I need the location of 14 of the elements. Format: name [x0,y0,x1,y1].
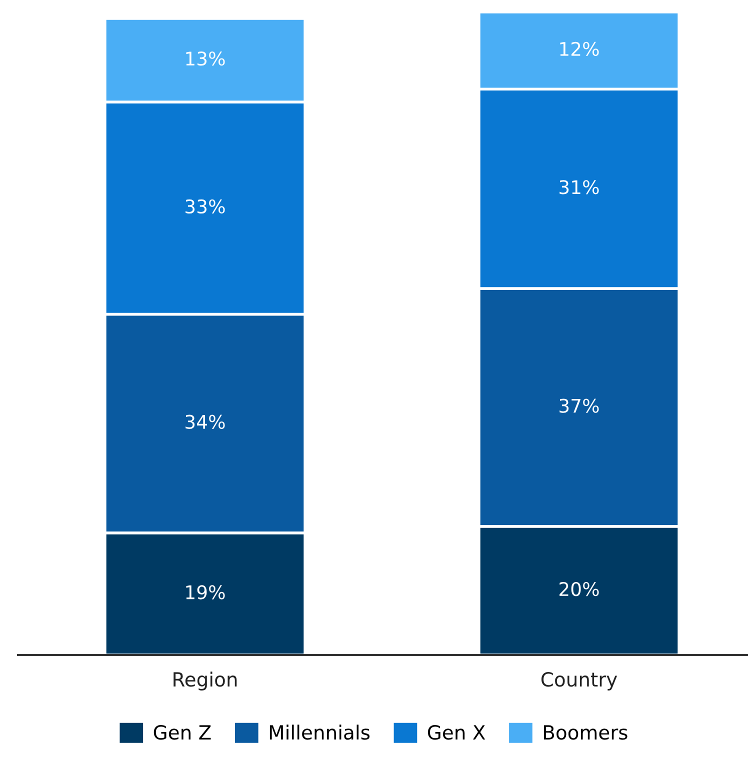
data-label: 19% [186,585,225,600]
x-tick-label: Region [174,672,237,690]
data-label: 37% [560,398,599,413]
data-label: 12% [560,42,599,56]
x-tick-label: Country [541,672,618,690]
legend-label: Gen X [428,725,486,740]
data-label: 31% [560,180,599,194]
data-label: 20% [560,582,599,596]
data-label: 33% [186,199,225,214]
data-label: 34% [186,414,225,429]
legend-label: Boomers [544,725,628,740]
data-label: 13% [186,51,225,66]
legend-label: Gen Z [154,725,211,740]
legend-label: Millennials [270,724,370,740]
